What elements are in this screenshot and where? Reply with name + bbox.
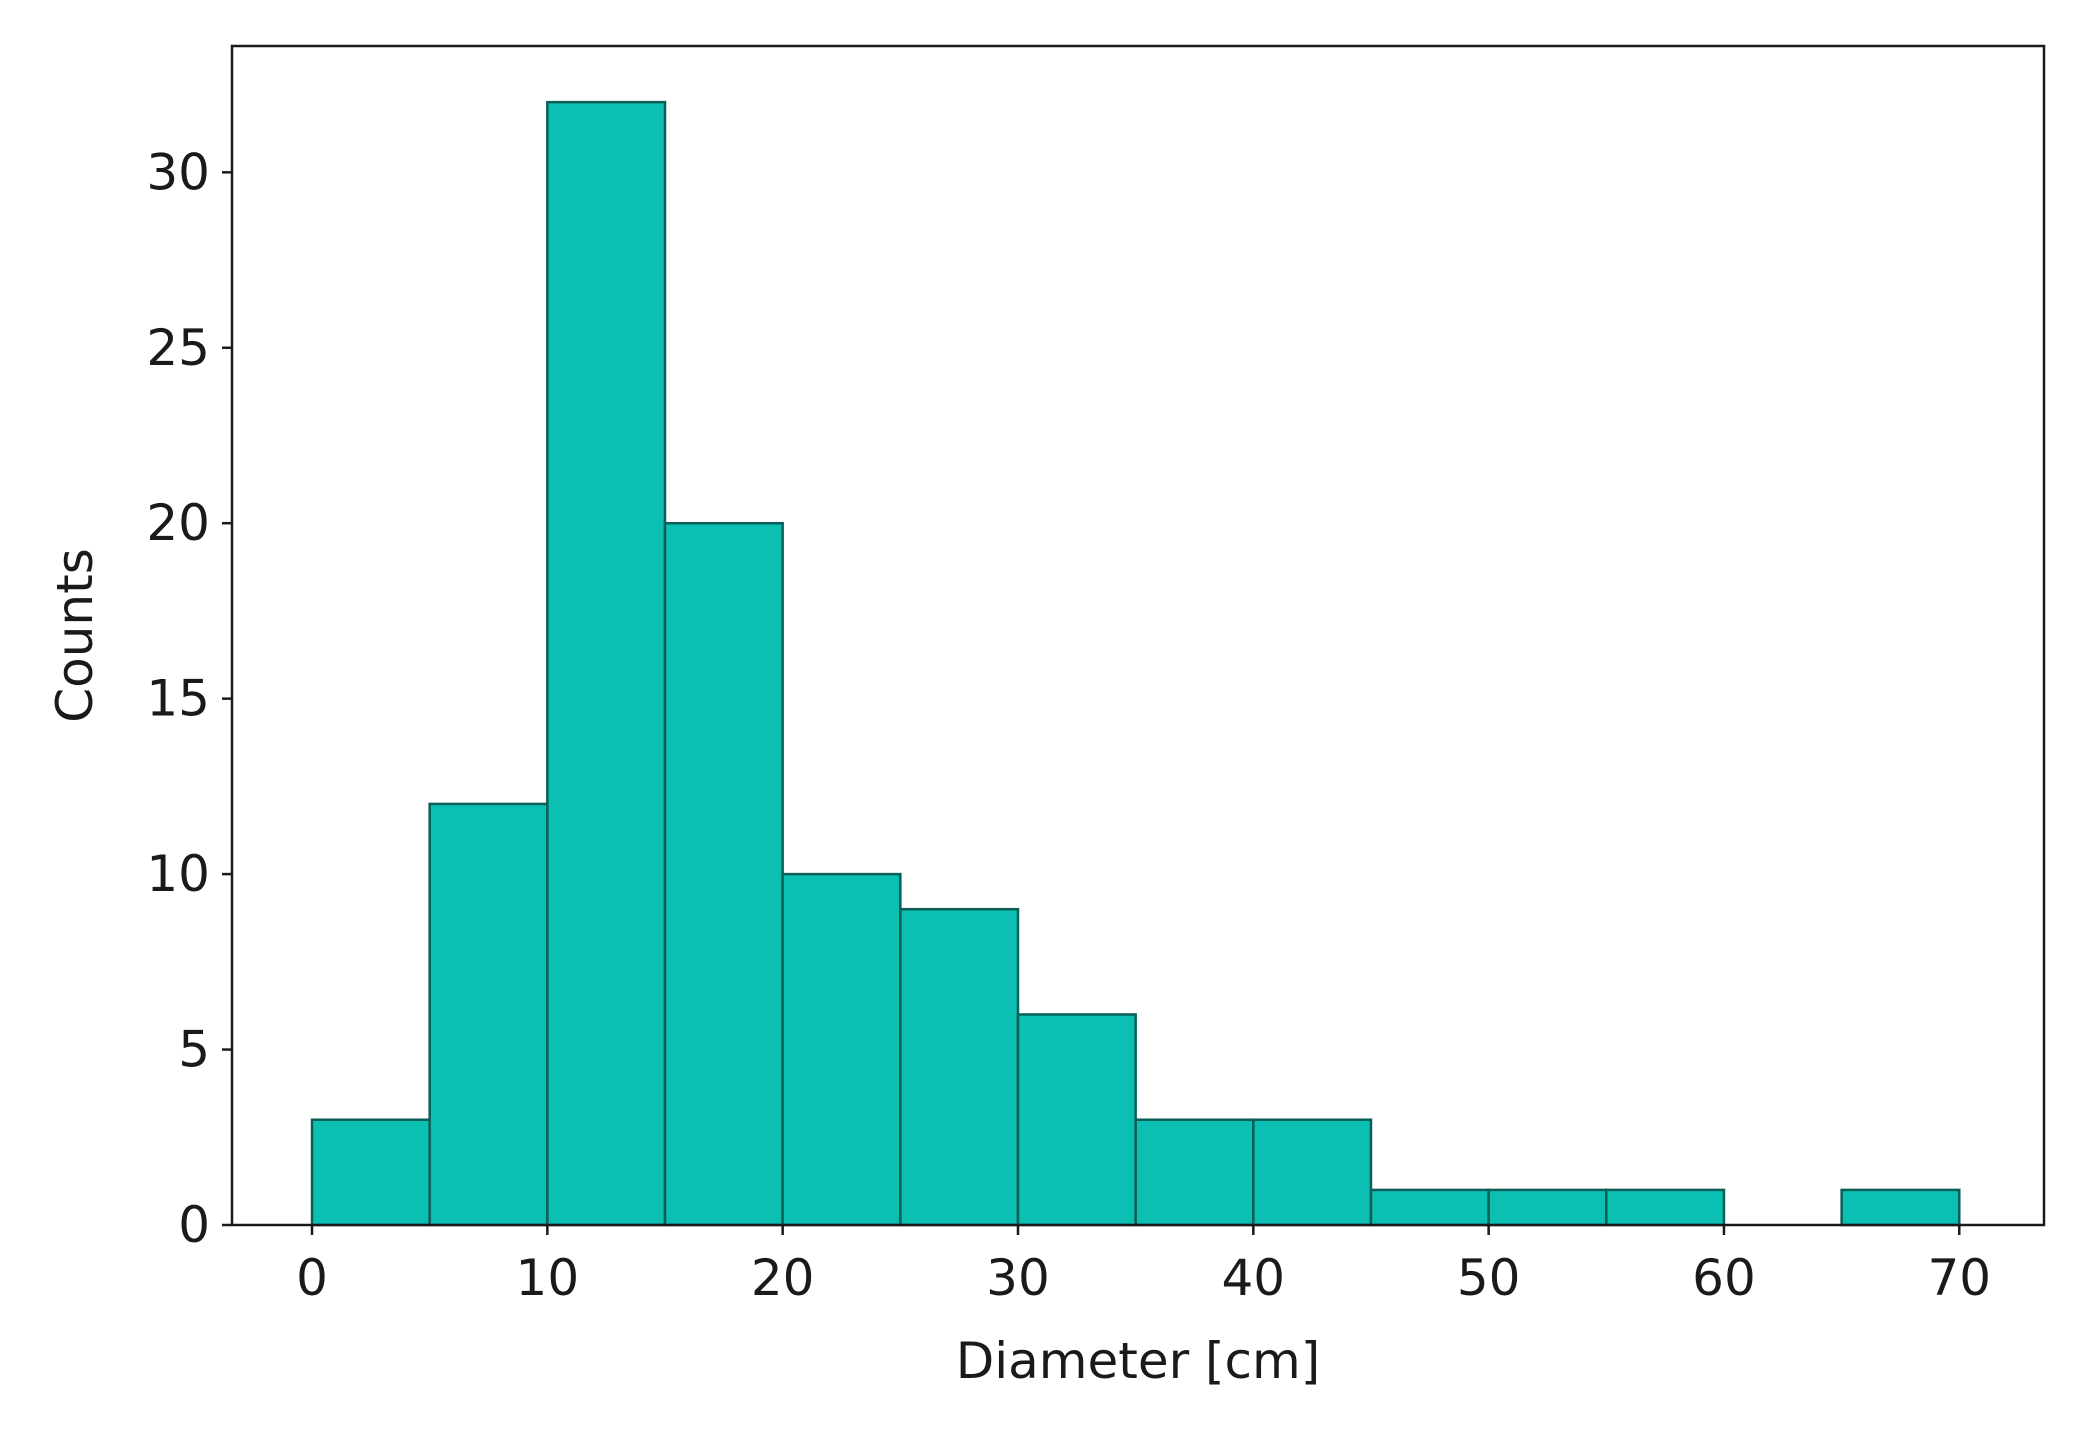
histogram-bar xyxy=(310,1118,431,1227)
x-tick-label: 60 xyxy=(1692,1249,1756,1307)
y-tick-label: 5 xyxy=(178,1021,210,1079)
histogram-bar xyxy=(663,521,784,1227)
y-axis-label: Counts xyxy=(46,548,104,723)
histogram-bar xyxy=(1369,1188,1490,1227)
histogram-bar xyxy=(1252,1118,1373,1227)
histogram-bar xyxy=(1605,1188,1726,1227)
y-tick-label: 15 xyxy=(146,670,210,728)
x-tick-label: 30 xyxy=(986,1249,1050,1307)
y-tick-label: 25 xyxy=(146,319,210,377)
histogram-bar xyxy=(546,100,667,1227)
bars-layer xyxy=(310,100,1961,1227)
histogram-bar xyxy=(1134,1118,1255,1227)
x-tick-label: 40 xyxy=(1221,1249,1285,1307)
histogram-bar xyxy=(1016,1013,1137,1227)
y-tick-label: 0 xyxy=(178,1196,210,1254)
plot-frame xyxy=(230,44,2046,1227)
x-tick-label: 10 xyxy=(516,1249,580,1307)
x-axis: 0 10 20 30 40 50 60 70 xyxy=(296,1225,1991,1307)
y-tick-label: 30 xyxy=(146,143,210,201)
y-tick-label: 10 xyxy=(146,845,210,903)
y-axis: 0 5 10 15 20 25 30 xyxy=(146,143,232,1254)
x-tick-label: 0 xyxy=(296,1249,328,1307)
x-tick-label: 20 xyxy=(751,1249,815,1307)
histogram-bar xyxy=(1840,1188,1961,1227)
y-tick-label: 20 xyxy=(146,494,210,552)
x-tick-label: 50 xyxy=(1457,1249,1521,1307)
histogram-bar xyxy=(428,802,549,1227)
x-tick-label: 70 xyxy=(1927,1249,1991,1307)
histogram-bar xyxy=(899,907,1020,1227)
histogram-bar xyxy=(781,872,902,1227)
x-axis-label: Diameter [cm] xyxy=(956,1332,1321,1390)
histogram-bar xyxy=(1487,1188,1608,1227)
